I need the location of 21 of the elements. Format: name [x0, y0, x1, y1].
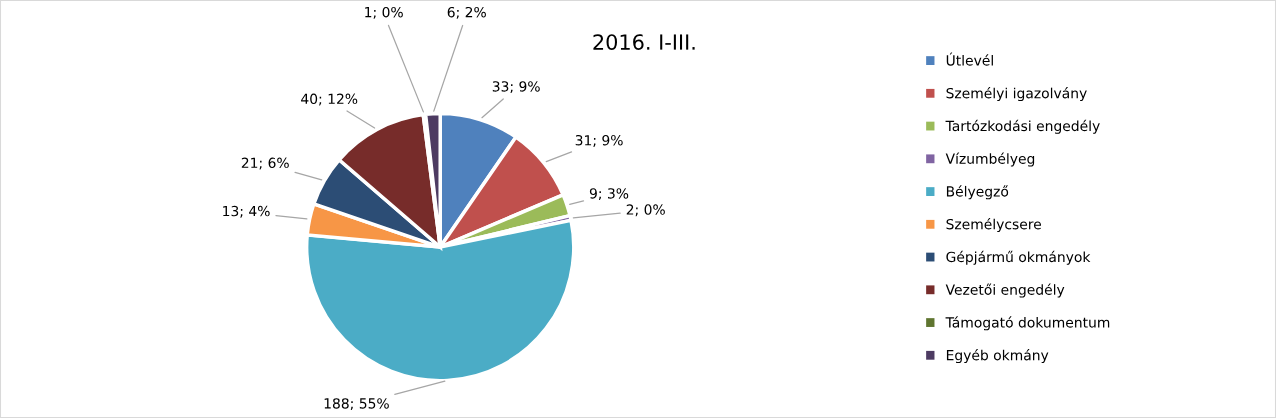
legend-label: Gépjármű okmányok	[946, 250, 1091, 265]
legend-label: Személycsere	[946, 218, 1042, 233]
legend-label: Vezetői engedély	[945, 283, 1065, 298]
text: 2016. I-III.	[593, 34, 695, 50]
data-label: 2; 0%	[626, 204, 665, 217]
data-label: 21; 6%	[241, 157, 289, 170]
legend-label: Személyi igazolvány	[946, 87, 1087, 102]
data-label: 33; 9%	[492, 81, 540, 94]
data-label: 188; 55%	[324, 398, 389, 411]
legend-label: Támogató dokumentum	[945, 316, 1110, 331]
data-label: 40; 12%	[301, 93, 358, 106]
data-label: 31; 9%	[575, 134, 623, 147]
legend-label: Vízumbélyeg	[945, 152, 1035, 167]
legend-label: Útlevél	[946, 52, 993, 66]
legend-label: Bélyegző	[946, 185, 1009, 200]
data-label: 1; 0%	[365, 6, 403, 19]
data-label: 9; 3%	[589, 188, 629, 201]
data-label: 6; 2%	[447, 6, 486, 19]
legend-label: Tartózkodási engedély	[945, 119, 1100, 134]
legend-label: Egyéb okmány	[946, 349, 1049, 364]
data-label: 13; 4%	[223, 205, 270, 218]
